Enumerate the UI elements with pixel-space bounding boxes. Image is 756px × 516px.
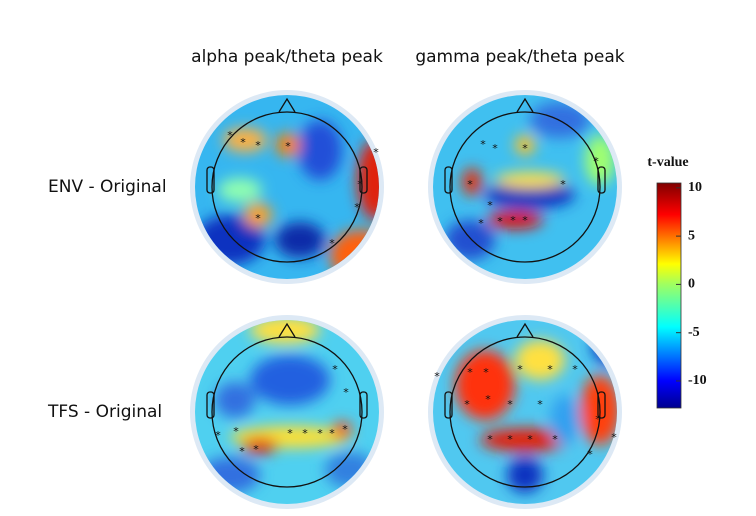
tick-label: 0	[688, 277, 695, 292]
svg-text:*: *	[480, 138, 486, 151]
svg-text:*: *	[253, 443, 259, 456]
svg-text:*: *	[357, 178, 363, 191]
topomap: * * * * * * * * * * * * * * * * *	[428, 315, 622, 509]
colorbar	[656, 182, 682, 409]
row-label: ENV - Original	[48, 177, 167, 197]
svg-text:*: *	[552, 433, 558, 446]
tick-label: -5	[688, 325, 700, 340]
svg-text:*: *	[287, 427, 293, 440]
svg-text:*: *	[467, 366, 473, 379]
svg-text:*: *	[467, 178, 473, 191]
svg-text:*: *	[373, 146, 379, 159]
svg-text:*: *	[510, 214, 516, 227]
svg-text:*: *	[527, 433, 533, 446]
svg-text:*: *	[464, 398, 470, 411]
svg-text:*: *	[233, 425, 239, 438]
svg-text:*: *	[487, 199, 493, 212]
svg-text:*: *	[342, 423, 348, 436]
svg-text:*: *	[332, 363, 338, 376]
svg-text:*: *	[478, 217, 484, 230]
svg-text:*: *	[434, 370, 440, 383]
svg-text:*: *	[517, 363, 523, 376]
row-label: TFS - Original	[47, 402, 162, 422]
svg-text:*: *	[255, 212, 261, 225]
svg-text:*: *	[240, 136, 246, 149]
svg-text:*: *	[547, 363, 553, 376]
svg-text:*: *	[483, 366, 489, 379]
svg-text:*: *	[507, 433, 513, 446]
svg-text:*: *	[522, 214, 528, 227]
svg-text:*: *	[227, 129, 233, 142]
svg-text:*: *	[285, 140, 291, 153]
svg-text:*: *	[595, 413, 601, 426]
svg-text:*: *	[572, 363, 578, 376]
svg-text:*: *	[255, 139, 261, 152]
svg-text:*: *	[329, 237, 335, 250]
tick-label: -10	[688, 373, 707, 388]
svg-text:*: *	[560, 178, 566, 191]
tick-label: 10	[688, 180, 702, 195]
svg-text:*: *	[507, 398, 513, 411]
svg-text:*: *	[522, 142, 528, 155]
svg-text:*: *	[302, 427, 308, 440]
svg-text:*: *	[492, 142, 498, 155]
column-title: alpha peak/theta peak	[191, 47, 383, 67]
svg-text:*: *	[611, 431, 617, 444]
svg-text:*: *	[215, 429, 221, 442]
svg-text:*: *	[485, 393, 491, 406]
svg-text:*: *	[593, 155, 599, 168]
svg-text:*: *	[239, 445, 245, 458]
topomap: *** *** *** **	[190, 315, 384, 509]
topomap: * * * * * * * * *	[190, 90, 384, 284]
svg-text:*: *	[587, 448, 593, 461]
svg-text:*: *	[343, 386, 349, 399]
colorbar-ticks: -10 -5 0 5 10	[676, 180, 707, 388]
svg-text:*: *	[497, 215, 503, 228]
svg-text:*: *	[487, 433, 493, 446]
svg-text:*: *	[354, 201, 360, 214]
topomap: *** *** *** **	[428, 90, 622, 284]
tick-label: 5	[688, 228, 695, 243]
svg-text:*: *	[537, 398, 543, 411]
svg-text:*: *	[329, 427, 335, 440]
colorbar-title: t-value	[647, 155, 688, 170]
column-title: gamma peak/theta peak	[415, 47, 624, 67]
svg-text:*: *	[317, 427, 323, 440]
